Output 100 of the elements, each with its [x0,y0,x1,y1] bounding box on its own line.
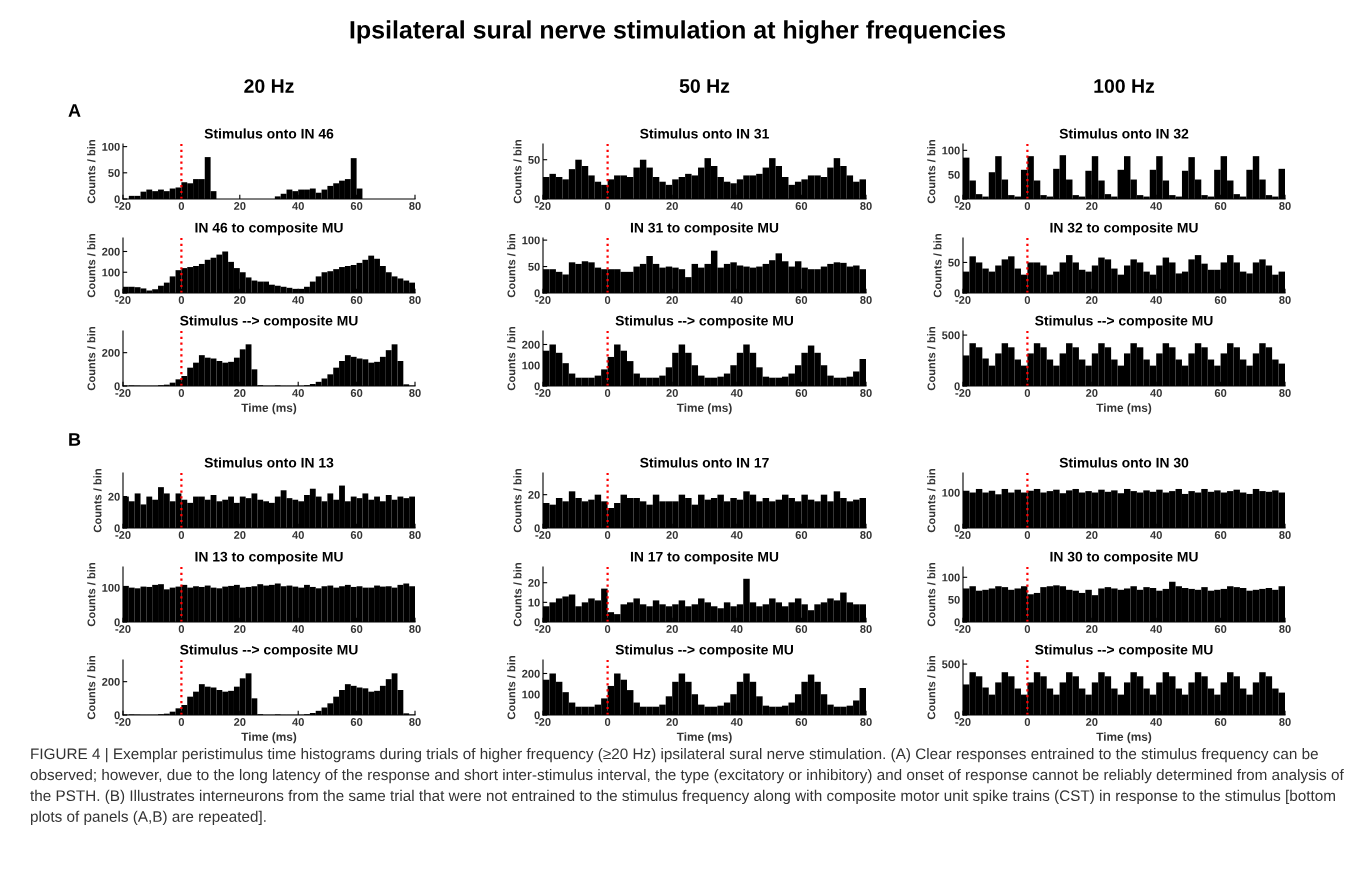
x-tick-label: 0 [604,718,611,726]
x-axis-title: Time (ms) [676,732,732,744]
y-axis-title: Counts / bin [87,563,96,627]
x-tick-label: 60 [1214,625,1227,633]
y-axis-title: Counts / bin [507,234,516,298]
x-tick-label: 40 [292,296,304,304]
chart-title: Stimulus --> composite MU [615,644,793,658]
x-tick-label: -20 [115,531,131,539]
chart-title: Stimulus onto IN 32 [1059,128,1189,139]
y-axis-title: Counts / bin [513,469,522,533]
y-axis-title: Counts / bin [927,140,936,204]
x-tick-label: -20 [955,625,971,633]
chart-title: Stimulus --> composite MU [180,315,358,329]
x-tick-label: 80 [860,202,872,210]
y-tick-label: 0 [114,711,120,720]
y-tick-label: 0 [114,618,120,627]
chart-subtitle: 50 Hz [679,79,730,93]
x-tick-label: 20 [1086,296,1098,304]
x-tick-label: 60 [795,625,808,633]
y-tick-label: 200 [102,247,120,256]
x-tick-label: -20 [115,389,131,397]
x-tick-label: 60 [1214,202,1227,210]
x-tick-label: 20 [234,625,246,633]
y-axis-title: Counts / bin [87,656,96,720]
text: B [69,433,81,446]
y-tick-label: 50 [528,155,540,164]
chart-title: Stimulus onto IN 30 [1059,457,1189,468]
y-tick-label: 100 [942,573,960,582]
y-tick-label: 0 [954,524,960,533]
x-tick-label: 80 [1279,718,1291,726]
x-tick-label: 60 [350,389,363,397]
x-tick-label: 40 [292,531,304,539]
y-tick-label: 100 [102,142,120,151]
chart-title: IN 32 to composite MU [1050,222,1198,236]
y-axis-title: Counts / bin [933,234,942,298]
y-tick-label: 20 [528,490,540,499]
x-tick-label: 20 [1086,202,1098,210]
x-tick-label: 80 [409,202,421,210]
chart-subtitle: 100 Hz [1094,79,1155,93]
y-tick-label: 0 [534,524,540,533]
x-tick-label: 0 [1024,389,1031,397]
x-tick-label: -20 [115,202,131,210]
chart-title: Stimulus --> composite MU [1035,644,1213,658]
y-axis-title: Counts / bin [87,327,96,391]
y-tick-label: 200 [102,348,120,357]
y-tick-label: 50 [528,262,540,271]
x-tick-label: 60 [795,202,808,210]
x-tick-label: 80 [409,531,421,539]
y-tick-label: 100 [942,488,960,497]
y-axis-title: Counts / bin [507,327,516,391]
y-tick-label: 100 [522,361,540,370]
chart-title: Stimulus onto IN 13 [204,457,334,468]
x-tick-label: 20 [666,202,678,210]
y-tick-label: 100 [522,690,540,699]
y-tick-label: 20 [528,578,540,587]
y-axis-title: Counts / bin [513,563,522,627]
chart-title: IN 30 to composite MU [1050,551,1198,565]
x-tick-label: 60 [350,625,363,633]
y-tick-label: 100 [102,268,120,277]
y-axis-title: Counts / bin [927,563,936,627]
x-tick-label: 80 [409,389,421,397]
caption: FIGURE 4 | Exemplar peristimulus time histograms during trials of higher frequency (≥20 Hz) ipsilateral sural nerve stimulation. (A) Clear responses entrained to the stimulus frequency can be observed; however, due to the long latency of the response and short inter-stimulus interval, the type (excitatory or inhibitory) and onset of response cannot be reliably determined from analysis of the PSTH. (B) Illustrates interneurons from the same trial that were not entrained to the stimulus frequency along with composite motor unit spike trains (CST) in response to the stimulus [bottom plots of panels (A,B) are repeated]. [30,748,1344,825]
x-tick-label: 80 [1279,296,1291,304]
x-tick-label: -20 [535,202,551,210]
y-tick-label: 0 [114,289,120,298]
y-tick-label: 20 [108,492,120,501]
x-tick-label: 80 [409,718,421,726]
y-axis-title: Counts / bin [93,469,102,533]
y-axis-title: Counts / bin [927,469,936,533]
x-tick-label: 0 [1024,531,1031,539]
x-tick-label: 80 [1279,531,1291,539]
x-tick-label: 40 [730,389,743,397]
x-tick-label: 20 [234,296,246,304]
x-tick-label: 0 [178,202,185,210]
chart-title: IN 31 to composite MU [630,222,779,236]
x-tick-label: -20 [535,718,551,726]
x-axis-title: Time (ms) [241,732,297,744]
x-tick-label: 0 [178,625,185,633]
x-tick-label: -20 [955,531,971,539]
y-tick-label: 100 [522,236,540,245]
chart-title: Stimulus onto IN 17 [640,457,769,468]
y-axis-title: Counts / bin [87,234,96,298]
x-tick-label: 80 [1279,202,1291,210]
x-tick-label: 80 [1279,389,1291,397]
chart-title: Stimulus onto IN 31 [640,128,769,139]
chart-title: IN 17 to composite MU [630,551,779,565]
x-tick-label: 20 [234,202,246,210]
x-tick-label: -20 [955,389,971,397]
x-tick-label: -20 [955,718,971,726]
y-tick-label: 0 [534,711,540,720]
x-axis-title: Time (ms) [241,403,297,415]
x-tick-label: 40 [1150,296,1162,304]
y-tick-label: 0 [114,382,120,391]
x-tick-label: 60 [1214,389,1227,397]
y-tick-label: 0 [534,382,540,391]
chart-title: IN 13 to composite MU [195,551,343,565]
x-tick-label: 0 [604,296,611,304]
y-tick-label: 0 [114,524,120,533]
x-tick-label: -20 [535,296,551,304]
x-axis-title: Time (ms) [676,403,732,415]
